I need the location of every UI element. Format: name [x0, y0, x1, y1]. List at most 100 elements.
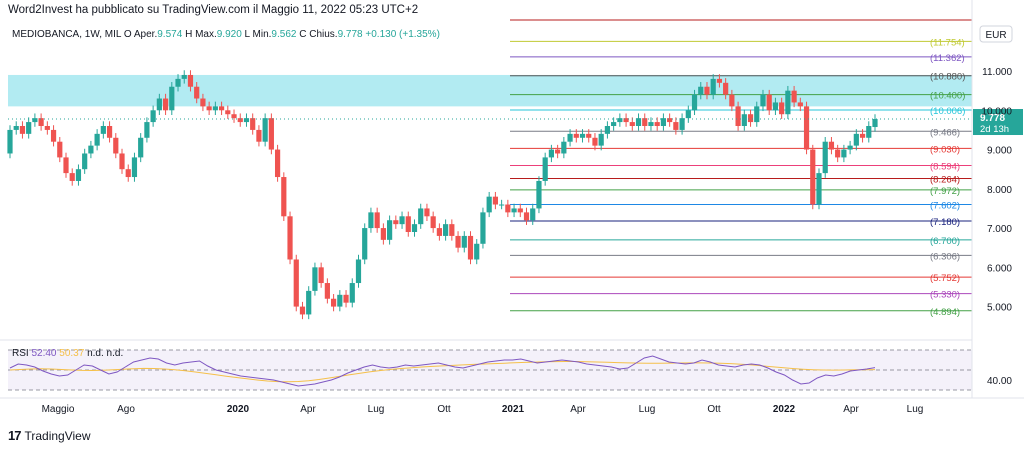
- ohlc-value: 9.778: [338, 29, 366, 40]
- candle-body: [673, 122, 679, 130]
- candle-body: [729, 94, 735, 107]
- level-label: (6.306): [930, 251, 960, 262]
- candle-body: [181, 74, 187, 79]
- tradingview-logo[interactable]: 17 TradingView: [8, 428, 91, 443]
- publisher-credit: Word2Invest ha pubblicato su TradingView…: [8, 4, 419, 16]
- ohlc-value: 9.562: [271, 29, 299, 40]
- candle-body: [57, 141, 63, 158]
- candle-body: [380, 228, 386, 240]
- level-label: (9.030): [930, 144, 960, 155]
- candle-body: [131, 157, 138, 178]
- ohlc-label: H: [185, 29, 195, 40]
- level-label: (10.006): [930, 106, 965, 117]
- candle-body: [268, 118, 274, 150]
- candle-body: [573, 133, 579, 138]
- rsi-value: 52.40: [31, 348, 59, 359]
- currency-label: EUR: [985, 30, 1006, 41]
- price-tick-label: 7.000: [987, 224, 1012, 235]
- candle-body: [685, 110, 691, 119]
- level-label: (10.400): [930, 91, 965, 102]
- candle-body: [212, 106, 218, 111]
- candle-body: [486, 196, 492, 213]
- candle-body: [243, 118, 250, 123]
- price-tick-label: 10.000: [981, 106, 1012, 117]
- time-tick-label: 2020: [227, 404, 250, 415]
- time-tick-label: Apr: [843, 404, 859, 415]
- candle-body: [704, 86, 710, 95]
- candle-body: [536, 180, 542, 209]
- candle-body: [530, 208, 536, 221]
- candle-body: [835, 149, 841, 158]
- level-label: (7.972): [930, 186, 960, 197]
- candle-body: [797, 102, 803, 107]
- ohlc-label: C: [299, 29, 309, 40]
- time-tick-label: Lug: [907, 404, 924, 415]
- level-label: (10.880): [930, 72, 965, 83]
- candle-body: [679, 118, 685, 130]
- candle-body: [642, 118, 648, 126]
- candle-body: [69, 173, 75, 181]
- time-tick-label: Apr: [570, 404, 586, 415]
- candle-body: [555, 149, 561, 154]
- candle-body: [859, 133, 866, 138]
- candle-body: [144, 122, 150, 138]
- candle-body: [293, 259, 299, 307]
- candle-body: [330, 298, 337, 307]
- candle-body: [82, 153, 88, 170]
- candle-body: [125, 169, 131, 178]
- candle-body: [169, 86, 175, 111]
- candle-body: [7, 129, 13, 154]
- candle-body: [480, 212, 486, 244]
- candle-body: [698, 86, 704, 95]
- candle-body: [318, 267, 324, 284]
- candle-body: [355, 259, 362, 284]
- candle-body: [436, 228, 442, 236]
- level-label: (11.754): [930, 37, 965, 48]
- candle-body: [810, 149, 816, 205]
- candle-body: [94, 133, 100, 146]
- level-label: (5.752): [930, 273, 960, 284]
- candle-body: [337, 294, 343, 307]
- candle-body: [791, 90, 797, 103]
- candle-body: [368, 212, 374, 229]
- candle-body: [542, 157, 548, 181]
- candle-body: [200, 98, 206, 107]
- symbol-legend: MEDIOBANCA, 1W, MIL O Aper.9.574 H Max.9…: [12, 29, 440, 40]
- time-tick-label: Ago: [117, 404, 135, 415]
- candle-body: [611, 122, 617, 126]
- candle-body: [586, 133, 592, 138]
- candle-body: [866, 126, 872, 138]
- candle-body: [38, 118, 44, 126]
- level-label: (7.602): [930, 200, 960, 211]
- tradingview-logo-icon: 17: [8, 428, 22, 443]
- candle-body: [187, 74, 194, 87]
- last-price-countdown: 2d 13h: [980, 124, 1009, 135]
- candle-body: [449, 224, 455, 236]
- level-label: (6.700): [930, 236, 960, 247]
- candle-body: [567, 133, 573, 142]
- candle-body: [822, 141, 828, 174]
- candle-body: [604, 126, 611, 134]
- candle-body: [461, 235, 467, 248]
- candle-body: [75, 169, 82, 181]
- tradingview-logo-text: TradingView: [24, 428, 91, 443]
- price-tick-label: 6.000: [987, 263, 1012, 274]
- candle-body: [256, 129, 262, 142]
- level-label: (8.594): [930, 161, 960, 172]
- candle-body: [418, 208, 424, 225]
- price-tick-label: 5.000: [987, 303, 1012, 314]
- candle-body: [374, 212, 380, 229]
- candle-body: [50, 129, 57, 142]
- candle-body: [306, 290, 312, 315]
- candle-body: [32, 118, 38, 123]
- candle-body: [206, 106, 212, 111]
- candle-body: [63, 157, 69, 174]
- candle-body: [766, 94, 772, 111]
- candle-body: [100, 126, 106, 134]
- level-label: (9.466): [930, 127, 960, 138]
- level-label: (8.264): [930, 174, 960, 185]
- candle-body: [455, 235, 461, 248]
- candle-body: [19, 126, 26, 134]
- rsi-axis-label: 40.00: [987, 376, 1012, 387]
